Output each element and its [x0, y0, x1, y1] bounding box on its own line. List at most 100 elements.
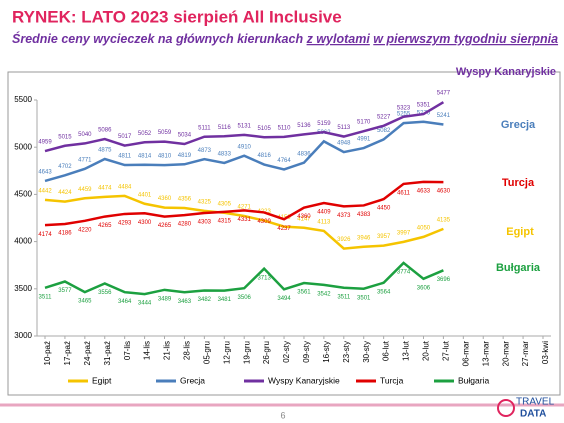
data-label: 5111 [198, 125, 211, 131]
y-tick-label: 3000 [14, 331, 32, 340]
data-label: 4331 [238, 217, 252, 223]
data-label: 4819 [178, 153, 192, 159]
series-label: Egipt [506, 226, 534, 238]
data-label: 3465 [78, 299, 92, 305]
series-label: Bułgaria [496, 262, 541, 274]
data-label: 4356 [178, 197, 192, 203]
data-label: 4401 [138, 192, 152, 198]
data-label: 4959 [38, 140, 52, 146]
data-label: 4325 [198, 199, 212, 205]
data-label: 4702 [58, 164, 72, 170]
data-label: 4459 [78, 187, 92, 193]
data-label: 3444 [138, 301, 152, 307]
data-label: 4315 [218, 218, 232, 224]
data-label: 4265 [98, 223, 112, 229]
data-label: 4833 [218, 152, 232, 158]
series-label: Wyspy Kanaryjskie [456, 66, 556, 78]
data-label: 4811 [118, 154, 132, 160]
x-tick-label: 27-mar [521, 341, 530, 367]
x-tick-label: 30-sty [362, 341, 371, 363]
subtitle-part: Średnie ceny wycieczek na głównych kieru… [12, 31, 307, 46]
series-line [44, 194, 444, 250]
data-label: 3564 [377, 289, 391, 295]
subtitle-part: z wylotami [306, 32, 371, 46]
data-label: 5040 [78, 132, 92, 138]
x-tick-label: 10-paź [43, 341, 52, 365]
y-tick-label: 4000 [14, 237, 32, 246]
data-label: 4305 [218, 201, 232, 207]
x-tick-label: 09-sty [302, 341, 311, 363]
data-label: 5086 [98, 128, 112, 134]
data-label: 4265 [158, 223, 172, 229]
data-label: 3774 [397, 270, 411, 276]
data-label: 3957 [377, 234, 391, 240]
logo-text: DATA [520, 409, 546, 420]
data-label: 3713 [257, 275, 271, 281]
data-label: 3556 [98, 290, 112, 296]
data-label: 4186 [58, 231, 72, 237]
data-label: 4836 [297, 151, 311, 157]
data-label: 4771 [78, 157, 92, 163]
data-label: 4948 [337, 141, 351, 147]
data-label: 4450 [377, 206, 391, 212]
data-label: 5052 [138, 131, 152, 137]
x-tick-label: 05-gru [202, 341, 211, 364]
x-tick-label: 07-lis [123, 341, 132, 360]
legend-label: Egipt [92, 375, 112, 385]
data-label: 4280 [178, 222, 192, 228]
data-label: 5105 [257, 126, 271, 132]
data-label: 4814 [138, 153, 152, 159]
data-label: 4873 [198, 148, 212, 154]
data-label: 5034 [178, 133, 192, 139]
chart-subtitle: Średnie ceny wycieczek na głównych kieru… [12, 31, 558, 46]
chart-frame [7, 71, 561, 396]
data-label: 4293 [118, 221, 132, 227]
data-label: 4764 [277, 158, 291, 164]
x-tick-label: 16-sty [322, 341, 331, 363]
x-tick-label: 14-lis [143, 341, 152, 360]
data-label: 4633 [417, 188, 431, 194]
data-label: 4220 [78, 227, 92, 233]
legend-label: Wyspy Kanaryjskie [268, 375, 340, 385]
data-label: 4630 [437, 189, 451, 195]
data-label: 3494 [277, 296, 291, 302]
x-tick-label: 21-lis [163, 341, 172, 360]
data-label: 5017 [118, 134, 132, 140]
data-label: 4147 [297, 216, 311, 222]
x-tick-label: 27-lut [442, 340, 451, 361]
x-tick-label: 28-lis [183, 341, 192, 360]
series-line [44, 120, 444, 183]
x-tick-label: 20-mar [501, 341, 510, 367]
data-label: 5116 [218, 125, 232, 131]
data-label: 5136 [297, 123, 311, 129]
series-line [44, 180, 444, 227]
data-label: 4303 [198, 220, 212, 226]
y-tick-label: 5500 [14, 95, 32, 104]
logo-text: TRAVEL [516, 397, 555, 408]
data-label: 3606 [417, 285, 431, 291]
data-label: 3542 [317, 291, 331, 297]
data-label: 3463 [178, 299, 192, 305]
data-label: 4409 [317, 210, 331, 216]
data-label: 5059 [158, 130, 172, 136]
data-label: 4113 [317, 220, 331, 226]
data-label: 4910 [238, 144, 252, 150]
x-tick-label: 19-gru [242, 341, 251, 364]
data-label: 5323 [397, 105, 411, 111]
x-tick-label: 24-paź [83, 341, 92, 365]
chart-title: RYNEK: LATO 2023 sierpień All Inclusive [12, 7, 342, 26]
data-label: 5110 [278, 125, 292, 131]
x-tick-label: 13-lut [402, 340, 411, 361]
data-label: 4484 [118, 184, 132, 190]
data-label: 4611 [397, 190, 411, 196]
logo-icon [497, 399, 515, 417]
x-tick-label: 20-lut [422, 340, 431, 361]
data-label: 5255 [397, 112, 411, 118]
legend-label: Bułgaria [458, 375, 489, 385]
data-label: 3511 [337, 294, 351, 300]
data-label: 4309 [257, 219, 271, 225]
data-label: 3511 [39, 294, 53, 300]
data-label: 4237 [277, 226, 291, 232]
data-label: 3501 [357, 295, 371, 301]
